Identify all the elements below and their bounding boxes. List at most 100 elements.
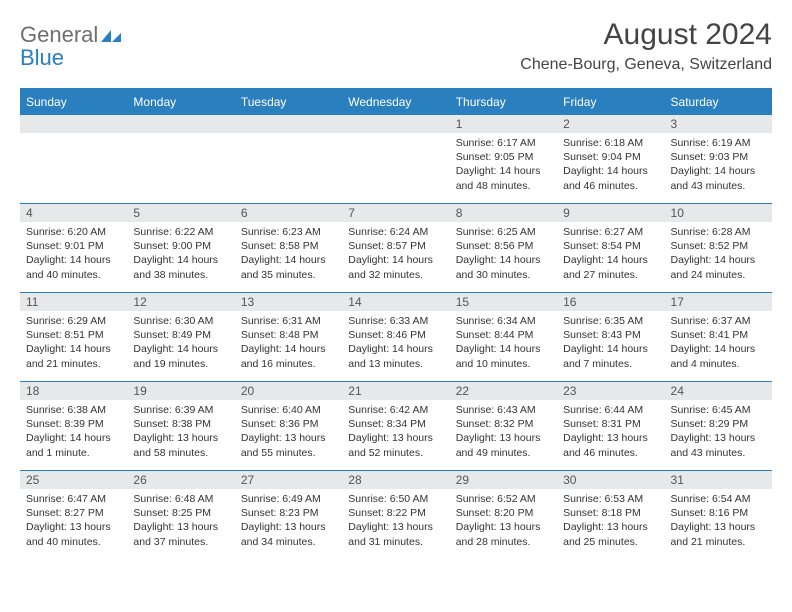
day-cell	[235, 133, 342, 203]
sunset-text: Sunset: 8:43 PM	[563, 328, 658, 342]
daylight-text: Daylight: 14 hours and 35 minutes.	[241, 253, 336, 281]
sunset-text: Sunset: 8:18 PM	[563, 506, 658, 520]
sunrise-text: Sunrise: 6:20 AM	[26, 225, 121, 239]
day-cell: Sunrise: 6:33 AMSunset: 8:46 PMDaylight:…	[342, 311, 449, 381]
day-number: 12	[127, 293, 234, 311]
sunrise-text: Sunrise: 6:23 AM	[241, 225, 336, 239]
day-number: 19	[127, 382, 234, 400]
daylight-text: Daylight: 14 hours and 27 minutes.	[563, 253, 658, 281]
day-number: 24	[665, 382, 772, 400]
daylight-text: Daylight: 13 hours and 25 minutes.	[563, 520, 658, 548]
daylight-text: Daylight: 13 hours and 46 minutes.	[563, 431, 658, 459]
sunrise-text: Sunrise: 6:22 AM	[133, 225, 228, 239]
day-number: 7	[342, 204, 449, 222]
sunset-text: Sunset: 8:27 PM	[26, 506, 121, 520]
day-number: 1	[450, 115, 557, 133]
day-number	[127, 115, 234, 133]
sunrise-text: Sunrise: 6:37 AM	[671, 314, 766, 328]
day-number-row: 25262728293031	[20, 470, 772, 489]
day-number: 16	[557, 293, 664, 311]
day-number-row: 18192021222324	[20, 381, 772, 400]
day-cell	[127, 133, 234, 203]
day-cell: Sunrise: 6:45 AMSunset: 8:29 PMDaylight:…	[665, 400, 772, 470]
sunrise-text: Sunrise: 6:27 AM	[563, 225, 658, 239]
weekday-header: Saturday	[665, 90, 772, 115]
weekday-header: Monday	[127, 90, 234, 115]
logo-text-blue: Blue	[20, 47, 121, 69]
sunset-text: Sunset: 8:39 PM	[26, 417, 121, 431]
day-number: 6	[235, 204, 342, 222]
sunrise-text: Sunrise: 6:42 AM	[348, 403, 443, 417]
sunrise-text: Sunrise: 6:50 AM	[348, 492, 443, 506]
sunrise-text: Sunrise: 6:39 AM	[133, 403, 228, 417]
day-cell: Sunrise: 6:17 AMSunset: 9:05 PMDaylight:…	[450, 133, 557, 203]
day-number: 18	[20, 382, 127, 400]
day-cell: Sunrise: 6:40 AMSunset: 8:36 PMDaylight:…	[235, 400, 342, 470]
day-content-row: Sunrise: 6:47 AMSunset: 8:27 PMDaylight:…	[20, 489, 772, 559]
sunset-text: Sunset: 8:41 PM	[671, 328, 766, 342]
day-cell: Sunrise: 6:47 AMSunset: 8:27 PMDaylight:…	[20, 489, 127, 559]
sunrise-text: Sunrise: 6:52 AM	[456, 492, 551, 506]
daylight-text: Daylight: 14 hours and 48 minutes.	[456, 164, 551, 192]
sunrise-text: Sunrise: 6:33 AM	[348, 314, 443, 328]
day-number: 30	[557, 471, 664, 489]
daylight-text: Daylight: 13 hours and 31 minutes.	[348, 520, 443, 548]
daylight-text: Daylight: 13 hours and 40 minutes.	[26, 520, 121, 548]
day-cell: Sunrise: 6:53 AMSunset: 8:18 PMDaylight:…	[557, 489, 664, 559]
sunrise-text: Sunrise: 6:47 AM	[26, 492, 121, 506]
title-block: August 2024 Chene-Bourg, Geneva, Switzer…	[520, 18, 772, 74]
day-number: 26	[127, 471, 234, 489]
day-number-row: 123	[20, 115, 772, 133]
day-number: 28	[342, 471, 449, 489]
day-content-row: Sunrise: 6:20 AMSunset: 9:01 PM Daylight:…	[20, 222, 772, 292]
sunrise-text: Sunrise: 6:17 AM	[456, 136, 551, 150]
logo-sail-icon	[101, 30, 121, 42]
sunset-text: Sunset: 9:01 PM	[26, 239, 121, 253]
day-number-row: 45678910	[20, 203, 772, 222]
sunset-text: Sunset: 8:25 PM	[133, 506, 228, 520]
weekday-header: Tuesday	[235, 90, 342, 115]
day-cell: Sunrise: 6:48 AMSunset: 8:25 PMDaylight:…	[127, 489, 234, 559]
weekday-header: Thursday	[450, 90, 557, 115]
sunset-text: Sunset: 9:03 PM	[671, 150, 766, 164]
sunset-text: Sunset: 8:57 PM	[348, 239, 443, 253]
sunrise-text: Sunrise: 6:18 AM	[563, 136, 658, 150]
day-number-row: 11121314151617	[20, 292, 772, 311]
day-number: 5	[127, 204, 234, 222]
daylight-text: Daylight: 14 hours and 43 minutes.	[671, 164, 766, 192]
sunrise-text: Sunrise: 6:45 AM	[671, 403, 766, 417]
day-cell: Sunrise: 6:22 AMSunset: 9:00 PMDaylight:…	[127, 222, 234, 292]
day-number: 10	[665, 204, 772, 222]
day-number: 13	[235, 293, 342, 311]
day-number: 15	[450, 293, 557, 311]
sunrise-text: Sunrise: 6:31 AM	[241, 314, 336, 328]
daylight-text: Daylight: 13 hours and 21 minutes.	[671, 520, 766, 548]
sunset-text: Sunset: 8:23 PM	[241, 506, 336, 520]
weekday-header: Sunday	[20, 90, 127, 115]
sunset-text: Sunset: 8:54 PM	[563, 239, 658, 253]
day-number: 11	[20, 293, 127, 311]
day-cell: Sunrise: 6:49 AMSunset: 8:23 PMDaylight:…	[235, 489, 342, 559]
day-cell: Sunrise: 6:30 AMSunset: 8:49 PMDaylight:…	[127, 311, 234, 381]
daylight-text: Daylight: 14 hours and 19 minutes.	[133, 342, 228, 370]
day-cell: Sunrise: 6:38 AMSunset: 8:39 PMDaylight:…	[20, 400, 127, 470]
sunset-text: Sunset: 9:05 PM	[456, 150, 551, 164]
sunrise-text: Sunrise: 6:48 AM	[133, 492, 228, 506]
sunrise-text: Sunrise: 6:28 AM	[671, 225, 766, 239]
daylight-text: Daylight: 14 hours and 4 minutes.	[671, 342, 766, 370]
daylight-text: Daylight: 13 hours and 43 minutes.	[671, 431, 766, 459]
day-number: 14	[342, 293, 449, 311]
sunset-text: Sunset: 8:49 PM	[133, 328, 228, 342]
day-number: 31	[665, 471, 772, 489]
weekday-header-row: Sunday Monday Tuesday Wednesday Thursday…	[20, 90, 772, 115]
sunset-text: Sunset: 8:38 PM	[133, 417, 228, 431]
day-cell: Sunrise: 6:18 AMSunset: 9:04 PMDaylight:…	[557, 133, 664, 203]
day-number: 17	[665, 293, 772, 311]
day-number: 25	[20, 471, 127, 489]
sunset-text: Sunset: 8:48 PM	[241, 328, 336, 342]
daylight-text: Daylight: 13 hours and 52 minutes.	[348, 431, 443, 459]
day-cell: Sunrise: 6:35 AMSunset: 8:43 PMDaylight:…	[557, 311, 664, 381]
day-cell	[342, 133, 449, 203]
day-cell: Sunrise: 6:42 AMSunset: 8:34 PMDaylight:…	[342, 400, 449, 470]
sunset-text: Sunset: 8:32 PM	[456, 417, 551, 431]
